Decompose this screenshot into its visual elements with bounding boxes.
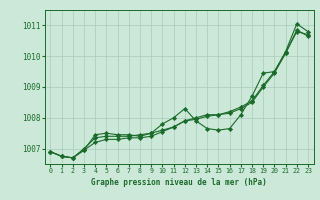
X-axis label: Graphe pression niveau de la mer (hPa): Graphe pression niveau de la mer (hPa) [91,178,267,187]
